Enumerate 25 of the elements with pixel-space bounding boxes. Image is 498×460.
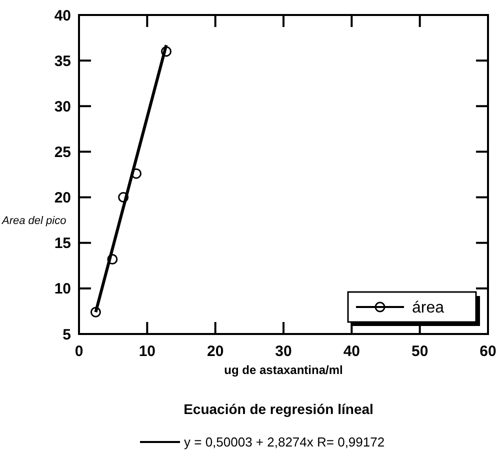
x-tick-label: 40	[343, 343, 360, 360]
y-tick-label: 5	[62, 326, 71, 344]
point	[107, 254, 118, 265]
x-tick-label: 20	[206, 343, 224, 360]
legend-label: área	[412, 300, 444, 317]
y-axis-title: Area del pico	[1, 214, 66, 227]
y-tick-label: 30	[54, 98, 71, 116]
point	[118, 192, 129, 203]
point	[90, 306, 101, 318]
text: Ecuación de regresión líneal	[184, 401, 374, 417]
y-tick-label: 15	[54, 235, 71, 252]
x-tick-label: 50	[411, 343, 428, 360]
x-axis-title: ug de astaxantina/ml	[224, 363, 343, 377]
x-tick-label: 30	[275, 343, 292, 360]
y-tick-label: 35	[54, 52, 71, 70]
legend-label: y = 0,50003 + 2,8274x R= 0,99172	[184, 434, 385, 450]
x-tick-label: 10	[138, 343, 156, 360]
x-tick-label: 60	[480, 343, 496, 360]
y-tick-label: 25	[54, 144, 71, 161]
y-tick-label: 20	[54, 190, 71, 207]
point	[131, 168, 142, 179]
y-tick-label: 10	[54, 280, 71, 298]
x-tick-label: 0	[74, 343, 84, 360]
y-tick-label: 40	[54, 7, 71, 24]
point	[161, 46, 172, 57]
